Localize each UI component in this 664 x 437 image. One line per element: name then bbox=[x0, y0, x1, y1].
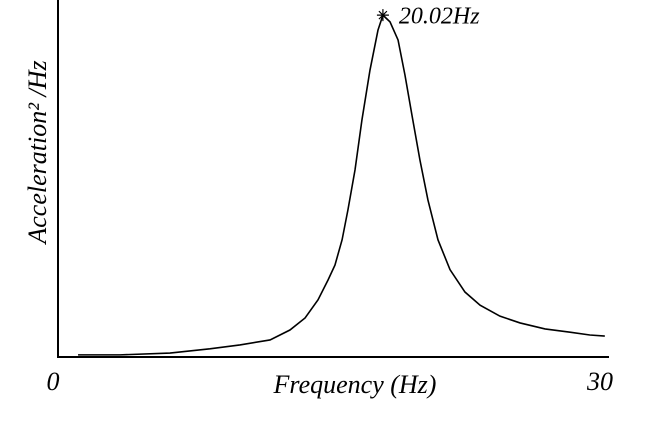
x-axis-label: Frequency (Hz) bbox=[273, 370, 437, 399]
x-tick-label: 30 bbox=[586, 367, 613, 396]
y-axis-label: Acceleration² /Hz bbox=[23, 60, 52, 245]
annotation: 20.02Hz bbox=[399, 4, 480, 30]
peak-marker bbox=[376, 9, 389, 22]
x-tick-label: 0 bbox=[47, 367, 60, 396]
spectrum-line bbox=[78, 13, 605, 356]
